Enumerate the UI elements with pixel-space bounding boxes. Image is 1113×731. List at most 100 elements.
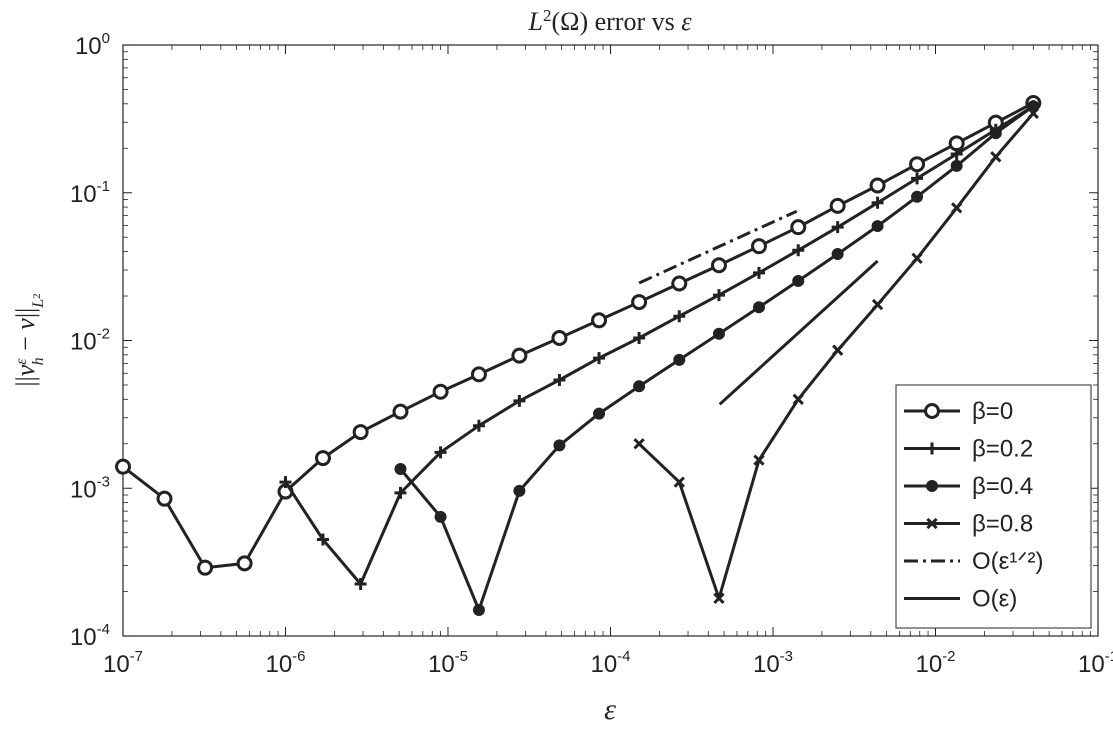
legend-label: β=0.4 — [972, 473, 1033, 500]
data-point-0-8 — [951, 202, 963, 214]
data-point-0-4 — [472, 603, 485, 616]
legend-item-o: O(ε) — [904, 586, 1017, 613]
data-point-0-4 — [633, 380, 646, 393]
legend: β=0 β=0.2 β=0.4 β=0.8 O(ε¹ᐟ²) O(ε) — [895, 384, 1092, 629]
series-o — [638, 209, 798, 285]
data-point-0-2 — [279, 476, 292, 489]
y-tick-label: 10-2 — [70, 326, 110, 356]
data-point-0-4 — [871, 220, 884, 233]
x-axis-label: ε — [604, 693, 616, 726]
legend-label: O(ε¹ᐟ²) — [972, 548, 1044, 575]
legend-item-0: β=0 — [904, 398, 1013, 425]
data-point-0-8 — [911, 252, 923, 264]
svg-text:||vεh − v||L2: ||vεh − v||L2 — [11, 293, 47, 386]
data-point-0-2 — [673, 310, 686, 323]
data-point-0-4 — [989, 127, 1002, 140]
data-point-0 — [352, 424, 369, 441]
data-point-0-4 — [950, 159, 963, 172]
series-0-4 — [394, 100, 1040, 616]
data-point-0 — [156, 490, 173, 507]
legend-swatch-marker — [926, 517, 938, 530]
axis-ticks: 10-7 10-6 10-5 10-4 10-3 10-2 10-1 10-4 10-3 10-2… — [70, 30, 1113, 678]
data-point-0-2 — [593, 352, 606, 365]
data-point-0-2 — [316, 533, 329, 546]
y-tick-label: 100 — [75, 30, 110, 60]
data-point-0 — [432, 383, 449, 400]
legend-item-0-4: β=0.4 — [904, 473, 1033, 500]
data-point-0 — [909, 156, 926, 173]
data-point-0-2 — [513, 394, 526, 407]
data-point-0-4 — [394, 462, 407, 475]
x-tick-label: 10-3 — [753, 648, 793, 678]
legend-label: β=0 — [972, 398, 1013, 425]
data-point-0 — [392, 403, 409, 420]
y-tick-label: 10-1 — [70, 178, 110, 208]
data-point-0-4 — [752, 301, 765, 314]
data-point-0-2 — [472, 419, 485, 432]
data-point-0-2 — [394, 486, 407, 499]
legend-item-o: O(ε¹ᐟ²) — [904, 548, 1044, 575]
data-point-0-8 — [753, 454, 765, 466]
data-point-0-2 — [354, 577, 367, 590]
y-axis-label: ||vεh − v||L2 — [11, 293, 47, 386]
chart-title: L2(Ω) error vs ε — [528, 6, 693, 37]
data-point-0-8 — [673, 476, 685, 488]
data-point-0 — [631, 294, 648, 311]
data-point-0 — [115, 458, 131, 475]
series-o — [718, 259, 879, 406]
data-point-0 — [236, 555, 253, 572]
data-point-0-4 — [553, 439, 566, 452]
data-point-0-2 — [950, 147, 963, 160]
data-point-0-2 — [911, 172, 924, 185]
data-point-0-8 — [713, 592, 725, 604]
series-line-o — [718, 259, 879, 406]
data-point-0-4 — [911, 190, 924, 203]
data-point-0-8 — [832, 344, 844, 356]
x-tick-label: 10-7 — [103, 648, 143, 678]
data-point-0-2 — [553, 374, 566, 387]
data-point-0-2 — [831, 221, 844, 234]
data-point-0 — [591, 312, 608, 329]
legend-swatch-marker — [926, 480, 938, 492]
data-point-0 — [470, 366, 487, 383]
data-point-0-8 — [633, 438, 645, 450]
data-point-0-2 — [434, 446, 447, 459]
x-tick-label: 10-1 — [1078, 648, 1113, 678]
data-point-0-4 — [831, 247, 844, 260]
data-point-0-4 — [434, 510, 447, 523]
data-point-0 — [948, 135, 965, 152]
data-point-0-4 — [593, 407, 606, 420]
data-point-0-2 — [712, 289, 725, 302]
legend-label: β=0.8 — [972, 511, 1033, 538]
data-point-0-4 — [712, 327, 725, 340]
data-point-0 — [829, 197, 846, 214]
x-tick-label: 10-5 — [428, 648, 468, 678]
data-point-0 — [710, 257, 727, 274]
data-point-0 — [314, 450, 331, 467]
legend-items: β=0 β=0.2 β=0.4 β=0.8 O(ε¹ᐟ²) O(ε) — [904, 398, 1044, 613]
data-point-0-8 — [990, 151, 1002, 163]
data-point-0 — [671, 275, 688, 292]
legend-item-0-2: β=0.2 — [904, 436, 1033, 463]
data-point-0 — [511, 347, 528, 364]
legend-swatch-marker — [924, 403, 940, 419]
data-point-0-8 — [1027, 107, 1039, 119]
data-point-0 — [869, 177, 886, 194]
legend-label: O(ε) — [972, 586, 1017, 613]
data-point-0-2 — [633, 331, 646, 344]
data-point-0-4 — [673, 353, 686, 366]
data-point-0 — [750, 238, 767, 255]
data-point-0-4 — [792, 274, 805, 287]
data-point-0-8 — [792, 393, 804, 405]
series-0 — [115, 94, 1042, 576]
series-line-o — [638, 209, 798, 285]
legend-swatch-marker — [926, 442, 938, 455]
data-point-0-8 — [871, 298, 884, 311]
data-point-0 — [790, 219, 807, 236]
x-tick-label: 10-6 — [265, 648, 305, 678]
x-tick-label: 10-4 — [590, 648, 630, 678]
data-point-0 — [551, 329, 568, 346]
y-tick-label: 10-3 — [70, 473, 110, 503]
legend-label: β=0.2 — [972, 436, 1033, 463]
